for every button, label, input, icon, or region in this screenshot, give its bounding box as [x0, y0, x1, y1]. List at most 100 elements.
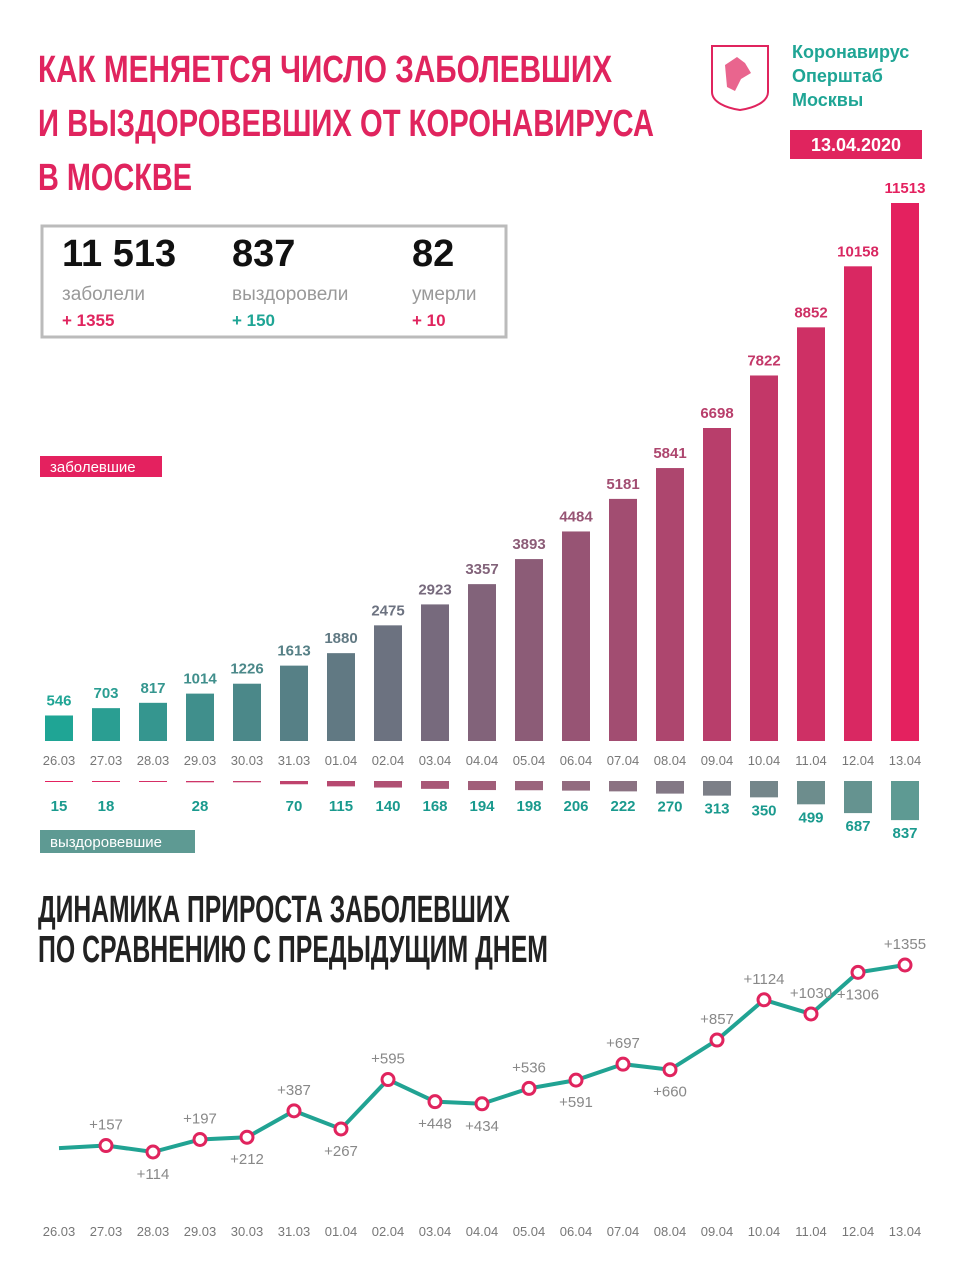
x-tick-label: 10.04	[748, 753, 781, 768]
bar	[844, 266, 872, 741]
data-label: +1124	[743, 971, 784, 988]
stat-label: умерли	[412, 284, 477, 305]
x-tick-label: 05.04	[513, 1224, 546, 1239]
data-label: 3893	[512, 536, 545, 553]
bar	[92, 781, 120, 782]
bar	[280, 781, 308, 785]
x-tick-label: 02.04	[372, 753, 405, 768]
bar	[515, 559, 543, 741]
x-tick-label: 07.04	[607, 753, 640, 768]
data-label: 3357	[465, 561, 498, 578]
data-label: +697	[606, 1035, 640, 1052]
data-label: 703	[93, 685, 118, 702]
bar	[139, 702, 167, 741]
data-label: 140	[375, 798, 400, 815]
data-label: 194	[469, 798, 495, 815]
marker	[333, 1121, 349, 1137]
x-tick-label: 04.04	[466, 1224, 499, 1239]
marker	[521, 1080, 537, 1096]
marker	[286, 1103, 302, 1119]
bar	[186, 693, 214, 741]
data-label: 8852	[794, 304, 827, 321]
marker	[380, 1072, 396, 1088]
data-label: 115	[329, 798, 353, 815]
bar	[468, 584, 496, 741]
bar	[891, 781, 919, 821]
data-label: 1880	[324, 630, 357, 647]
stat-label: выздоровели	[232, 284, 348, 305]
data-label: 7822	[747, 352, 780, 369]
x-tick-label: 12.04	[842, 753, 875, 768]
marker	[662, 1062, 678, 1078]
logo-text: Москвы	[792, 90, 863, 110]
x-tick-label: 26.03	[43, 753, 76, 768]
x-tick-label: 11.04	[795, 753, 827, 768]
x-tick-label: 11.04	[795, 1224, 827, 1239]
bar	[562, 781, 590, 791]
title: И ВЫЗДОРОВЕВШИХ ОТ КОРОНАВИРУСА	[38, 103, 654, 145]
x-tick-label: 31.03	[278, 753, 311, 768]
marker	[474, 1096, 490, 1112]
data-label: 1226	[230, 661, 263, 678]
x-tick-label: 09.04	[701, 753, 734, 768]
data-label: 6698	[700, 405, 733, 422]
x-tick-label: 27.03	[90, 1224, 123, 1239]
data-label: 499	[798, 809, 823, 826]
x-tick-label: 13.04	[889, 753, 922, 768]
x-tick-label: 26.03	[43, 1224, 76, 1239]
chart-title: ДИНАМИКА ПРИРОСТА ЗАБОЛЕВШИХ	[38, 889, 510, 931]
stat-change: + 10	[412, 311, 446, 330]
stat-label: заболели	[62, 284, 145, 305]
legend-label: выздоровевшие	[50, 834, 162, 851]
bar	[703, 428, 731, 741]
x-tick-label: 03.04	[419, 1224, 452, 1239]
bar	[374, 625, 402, 741]
data-label: +857	[700, 1011, 734, 1028]
x-tick-label: 13.04	[889, 1224, 922, 1239]
stat-change: + 150	[232, 311, 275, 330]
bar	[468, 781, 496, 791]
data-label: +387	[277, 1082, 311, 1099]
logo-text: Оперштаб	[792, 66, 883, 86]
x-tick-label: 06.04	[560, 1224, 593, 1239]
x-tick-label: 10.04	[748, 1224, 781, 1239]
x-tick-label: 07.04	[607, 1224, 640, 1239]
bar	[92, 708, 120, 741]
marker	[568, 1072, 584, 1088]
bar	[233, 781, 261, 783]
x-tick-label: 30.03	[231, 753, 264, 768]
marker	[145, 1144, 161, 1160]
data-label: 1014	[183, 671, 217, 688]
data-label: 2923	[418, 581, 451, 598]
marker	[897, 957, 913, 973]
x-tick-label: 28.03	[137, 1224, 170, 1239]
x-tick-label: 27.03	[90, 753, 123, 768]
x-tick-label: 01.04	[325, 1224, 358, 1239]
x-tick-label: 31.03	[278, 1224, 311, 1239]
marker	[427, 1094, 443, 1110]
data-label: +595	[371, 1051, 405, 1068]
marker	[709, 1032, 725, 1048]
legend-box	[40, 456, 162, 477]
data-label: +1306	[837, 986, 879, 1003]
x-tick-label: 12.04	[842, 1224, 875, 1239]
data-label: 18	[98, 798, 115, 815]
data-label: 206	[563, 798, 588, 815]
data-label: 10158	[837, 243, 879, 260]
data-label: +1355	[884, 936, 926, 953]
data-label: +536	[512, 1059, 546, 1076]
marker	[239, 1129, 255, 1145]
data-label: 4484	[559, 508, 593, 525]
bar	[891, 203, 919, 741]
data-label: 837	[892, 825, 917, 842]
data-label: 546	[46, 692, 71, 709]
bar	[562, 531, 590, 741]
logo-text: Коронавирус	[792, 42, 909, 62]
marker	[192, 1131, 208, 1147]
x-tick-label: 01.04	[325, 753, 358, 768]
stat-value: 11 513	[62, 233, 176, 275]
stat-change: + 1355	[62, 311, 114, 330]
bar	[327, 781, 355, 787]
data-label: +197	[183, 1110, 217, 1127]
